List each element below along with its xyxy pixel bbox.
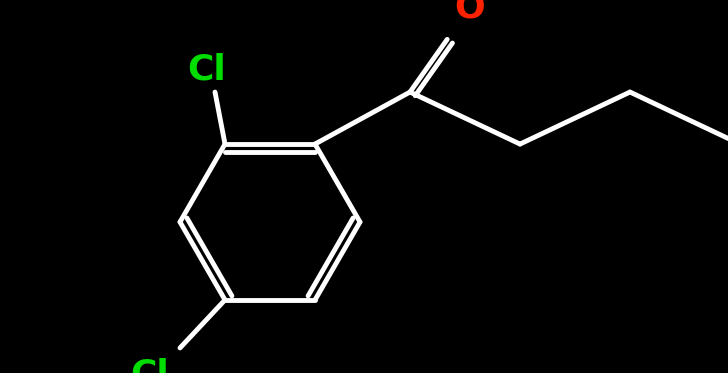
Text: Cl: Cl [188,52,226,86]
Text: O: O [454,0,486,24]
Text: Cl: Cl [130,358,170,373]
